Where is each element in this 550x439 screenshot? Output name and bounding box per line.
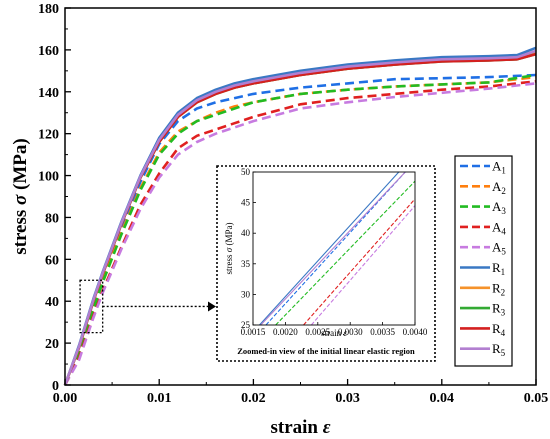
- zoom-arrow-head: [208, 301, 216, 312]
- y-tick-label: 20: [45, 337, 59, 352]
- x-tick-label: 0.05: [524, 391, 549, 406]
- x-tick-label: 0.03: [335, 391, 360, 406]
- y-tick-label: 180: [38, 2, 59, 17]
- inset-series-line-R1: [259, 171, 400, 326]
- inset-x-tick-label: 0.0040: [403, 327, 428, 337]
- y-axis-title: stress σ (MPa): [10, 138, 31, 255]
- inset-y-tick-label: 35: [241, 259, 251, 269]
- y-tick-label: 140: [38, 86, 59, 101]
- zoom-marker: [79, 279, 216, 334]
- inset-series-line-A4: [303, 198, 416, 326]
- x-tick-label: 0.00: [53, 391, 78, 406]
- inset-y-tick-label: 50: [241, 167, 251, 177]
- inset-y-tick-label: 45: [241, 198, 251, 208]
- inset-frame: [252, 171, 416, 326]
- y-tick-label: 160: [38, 44, 59, 59]
- inset-series-line-R5: [260, 171, 406, 326]
- inset-y-tick-label: 25: [241, 320, 251, 330]
- x-tick-label: 0.02: [241, 391, 266, 406]
- inset-x-tick-label: 0.0025: [305, 327, 330, 337]
- inset-y-tick-label: 40: [241, 228, 251, 238]
- inset-y-axis-title: stress σ (MPa): [224, 223, 234, 275]
- series-line-A5: [63, 82, 537, 386]
- inset-series-line-A3: [275, 180, 416, 326]
- legend-box: [454, 155, 513, 367]
- y-axis-ticks: 0 20 40 60 80 100 120 140 160 180: [38, 2, 71, 394]
- series-line-A4: [63, 80, 537, 386]
- y-tick-label: 60: [45, 253, 59, 268]
- inset-y-tick-label: 30: [241, 289, 251, 299]
- x-axis-ticks: 0.00 0.01 0.02 0.03 0.04 0.05: [53, 379, 549, 406]
- inset-x-axis-title: strain ε: [321, 328, 347, 338]
- inset-x-tick-label: 0.0035: [370, 327, 395, 337]
- inset-x-tick-label: 0.0030: [338, 327, 363, 337]
- x-axis-title: strain ε: [270, 417, 330, 438]
- main-series-group: [63, 46, 537, 386]
- x-tick-label: 0.01: [147, 391, 172, 406]
- inset-caption: Zoomed-in view of the initial linear ela…: [237, 346, 415, 356]
- y-tick-label: 0: [52, 379, 59, 394]
- x-tick-label: 0.04: [430, 391, 455, 406]
- y-tick-label: 100: [38, 170, 59, 185]
- series-line-A1: [63, 73, 537, 386]
- series-line-A3: [63, 73, 537, 386]
- inset-x-tick-label: 0.0015: [241, 327, 266, 337]
- main-plot: 0.00 0.01 0.02 0.03 0.04 0.05 0 20 40 60 80 100 120 1…: [10, 2, 548, 438]
- y-tick-label: 40: [45, 295, 59, 310]
- y-tick-label: 80: [45, 211, 59, 226]
- series-line-R5: [63, 49, 537, 386]
- y-tick-label: 120: [38, 128, 59, 143]
- inset-series-line-A5: [310, 205, 416, 326]
- inset-series-line-A1: [265, 171, 406, 326]
- inset-plot: 0.0015 0.0020 0.0025 0.0030 0.0035 0.0040 25 30…: [216, 165, 436, 362]
- inset-series-group: [259, 171, 416, 326]
- inset-x-tick-label: 0.0020: [273, 327, 298, 337]
